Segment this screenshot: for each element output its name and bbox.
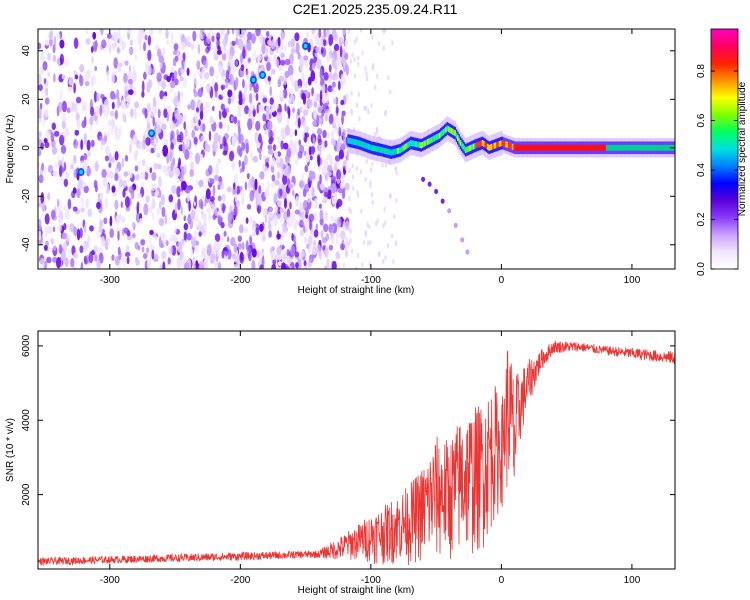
x-tick-label: -200 xyxy=(230,275,250,286)
x-tick-label: 0 xyxy=(499,275,505,286)
x-tick-label: 0 xyxy=(499,575,505,586)
x-tick-label: 100 xyxy=(624,275,641,286)
y-tick-label: 6000 xyxy=(21,334,32,357)
y-tick-label: 4000 xyxy=(21,409,32,432)
colorbar-label: Normalized spectral amplitude xyxy=(737,81,748,216)
y-tick-label: -40 xyxy=(21,237,32,252)
y-tick-label: 40 xyxy=(21,45,32,57)
spectrogram-y-axis-label: Frequency (Hz) xyxy=(5,115,16,184)
spectrogram-x-axis-label: Height of straight line (km) xyxy=(298,285,415,296)
y-tick-label: 20 xyxy=(21,93,32,105)
x-tick-label: -300 xyxy=(100,575,120,586)
snr-series-line xyxy=(38,341,675,565)
colorbar-tick-label: 0.6 xyxy=(696,113,707,127)
figure-title: C2E1.2025.235.09.24.R11 xyxy=(293,1,458,17)
snr-y-ticks: 2000 4000 6000 xyxy=(21,334,675,505)
colorbar-tick-label: 0.2 xyxy=(696,212,707,226)
snr-y-axis-label: SNR (10 * v/v) xyxy=(5,418,16,482)
y-tick-label: 0 xyxy=(21,145,32,151)
colorbar-tick-label: 0.0 xyxy=(696,262,707,276)
snr-x-axis-label: Height of straight line (km) xyxy=(298,585,415,596)
snr-x-ticks: -300 -200 -100 0 100 xyxy=(100,331,641,586)
colorbar-tick-label: 0.4 xyxy=(696,163,707,177)
figure-canvas: C2E1.2025.235.09.24.R11 -300 -200 -100 0 100… xyxy=(0,0,750,600)
figure: C2E1.2025.235.09.24.R11 -300 -200 -100 0 100… xyxy=(0,0,750,600)
y-tick-label: 2000 xyxy=(21,483,32,506)
x-tick-label: -300 xyxy=(100,275,120,286)
heatmap-cells xyxy=(35,24,676,273)
spectrogram-heatmap xyxy=(35,24,676,273)
x-tick-label: 100 xyxy=(624,575,641,586)
x-tick-label: -200 xyxy=(230,575,250,586)
colorbar-tick-label: 0.8 xyxy=(696,64,707,78)
colorbar-gradient xyxy=(711,29,738,269)
y-tick-label: -20 xyxy=(21,189,32,204)
colorbar: 0.0 0.2 0.4 0.6 0.8 Normalized spectral ampl… xyxy=(696,29,748,276)
